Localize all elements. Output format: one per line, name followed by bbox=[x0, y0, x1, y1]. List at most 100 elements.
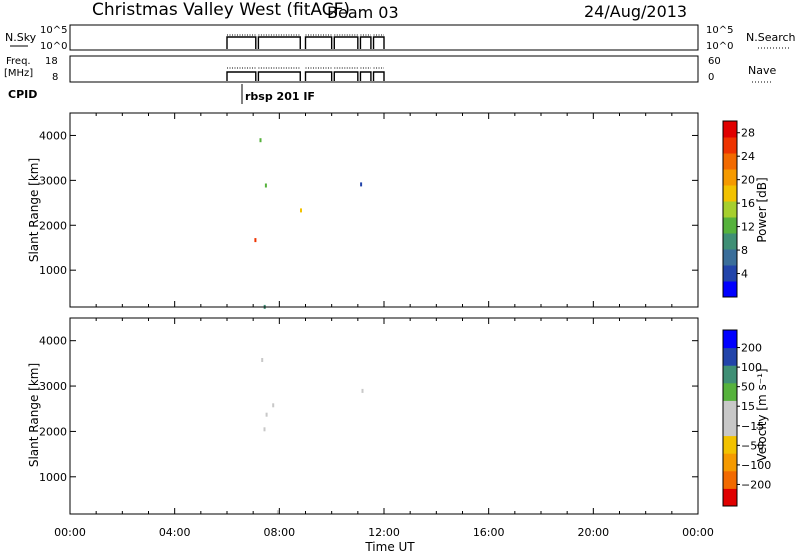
power-panel: 1000 2000 3000 4000 Slant Range [km] 4 8 12 16… bbox=[27, 112, 769, 309]
colorbar-tick-label: −15 bbox=[741, 420, 764, 433]
range-cell bbox=[360, 182, 363, 187]
freq-label-bottom: [MHz] bbox=[4, 68, 33, 79]
x-tick-label: 08:00 bbox=[263, 526, 295, 539]
colorbar-tick-label: −50 bbox=[741, 439, 764, 452]
velocity-ylabel: Slant Range [km] bbox=[27, 363, 41, 467]
nsky-right-tick-top: 10^5 bbox=[706, 25, 733, 36]
freq-segment bbox=[257, 71, 301, 81]
nsky-right-tick-bottom: 10^0 bbox=[706, 41, 733, 52]
colorbar-segment bbox=[723, 435, 737, 454]
y-tick-label: 1000 bbox=[39, 471, 67, 484]
y-tick-label: 4000 bbox=[39, 335, 67, 348]
freq-frame bbox=[69, 55, 699, 83]
freq-tick-top: 18 bbox=[45, 56, 58, 67]
colorbar-tick-label: 16 bbox=[741, 197, 755, 210]
velocity-frame bbox=[69, 317, 699, 515]
y-tick-label: 1000 bbox=[39, 264, 67, 277]
colorbar-segment bbox=[723, 153, 737, 170]
xlabel: Time UT bbox=[364, 540, 415, 554]
nsky-tick-bottom: 10^0 bbox=[40, 41, 67, 52]
range-cell bbox=[263, 427, 266, 432]
colorbar-segment bbox=[723, 330, 737, 349]
nsky-panel: N.Sky 10^5 10^0 10^5 10^0 N.Search bbox=[5, 24, 796, 52]
colorbar-segment bbox=[723, 470, 737, 489]
velocity-colorbar: 200 100 50 15 −15 −50 −100 −200 bbox=[722, 329, 771, 507]
y-tick-label: 2000 bbox=[39, 425, 67, 438]
colorbar-tick-label: 20 bbox=[741, 174, 755, 187]
x-tick-label: 16:00 bbox=[473, 526, 505, 539]
range-cell bbox=[265, 412, 268, 417]
range-cell bbox=[261, 358, 264, 362]
freq-segment bbox=[359, 71, 372, 81]
nsearch-label: N.Search bbox=[746, 31, 796, 44]
colorbar-tick-label: 24 bbox=[741, 150, 755, 163]
colorbar-segment bbox=[723, 365, 737, 384]
colorbar-frame bbox=[722, 120, 738, 298]
freq-panel: Freq. [MHz] 18 8 60 0 Nave bbox=[4, 55, 776, 83]
y-tick-label: 3000 bbox=[39, 174, 67, 187]
colorbar-segment bbox=[723, 169, 737, 186]
beam-label: Beam 03 bbox=[327, 3, 399, 22]
colorbar-tick-label: 12 bbox=[741, 221, 755, 234]
colorbar-segment bbox=[723, 201, 737, 218]
colorbar-segment bbox=[723, 382, 737, 401]
freq-label-top: Freq. bbox=[6, 56, 31, 67]
cpid-program: rbsp 201 IF bbox=[245, 90, 315, 103]
x-tick-label: 00:00 bbox=[682, 526, 714, 539]
nave-label: Nave bbox=[748, 64, 776, 77]
nsky-frame bbox=[69, 24, 699, 51]
nsky-trace bbox=[226, 34, 385, 49]
colorbar-segment bbox=[723, 400, 737, 419]
x-tick-label: 00:00 bbox=[54, 526, 86, 539]
date-label: 24/Aug/2013 bbox=[584, 2, 687, 21]
colorbar-segment bbox=[723, 233, 737, 250]
x-tick-label: 12:00 bbox=[368, 526, 400, 539]
freq-segment bbox=[226, 71, 257, 81]
power-marks bbox=[254, 138, 363, 309]
y-tick-label: 3000 bbox=[39, 380, 67, 393]
range-cell bbox=[276, 510, 279, 515]
colorbar-tick-label: 4 bbox=[741, 268, 748, 281]
colorbar-tick-label: 100 bbox=[741, 361, 762, 374]
cpid-label: CPID bbox=[8, 88, 37, 101]
colorbar-segment bbox=[723, 281, 737, 298]
nsky-segment bbox=[372, 36, 385, 49]
nsky-segment bbox=[359, 36, 372, 49]
colorbar-segment bbox=[723, 217, 737, 234]
colorbar-segment bbox=[723, 249, 737, 266]
y-tick-label: 2000 bbox=[39, 219, 67, 232]
freq-trace bbox=[226, 67, 385, 81]
freq-segment bbox=[333, 71, 359, 81]
range-cell bbox=[272, 403, 275, 408]
freq-segment bbox=[304, 71, 333, 81]
nsky-segment bbox=[333, 36, 359, 49]
range-cell bbox=[259, 138, 262, 143]
nsky-tick-top: 10^5 bbox=[40, 25, 67, 36]
range-cell bbox=[361, 388, 364, 393]
y-tick-label: 4000 bbox=[39, 129, 67, 142]
colorbar-tick-label: 8 bbox=[741, 244, 748, 257]
colorbar-frame bbox=[722, 329, 738, 507]
colorbar-segment bbox=[723, 137, 737, 154]
freq-right-tick-top: 60 bbox=[708, 56, 721, 67]
nsky-segment bbox=[257, 36, 301, 49]
power-colorbar-label: Power [dB] bbox=[755, 177, 769, 242]
range-cell bbox=[300, 208, 302, 213]
range-cell bbox=[264, 183, 267, 188]
power-axes: 1000 2000 3000 4000 bbox=[39, 113, 699, 307]
colorbar-tick-label: −100 bbox=[741, 459, 771, 472]
colorbar-segment bbox=[723, 347, 737, 366]
colorbar-segment bbox=[723, 453, 737, 472]
range-cell bbox=[254, 238, 257, 243]
freq-tick-bottom: 8 bbox=[52, 72, 58, 83]
power-frame bbox=[69, 112, 699, 308]
nsky-label: N.Sky bbox=[5, 31, 37, 44]
colorbar-tick-label: 200 bbox=[741, 342, 762, 355]
colorbar-tick-label: 28 bbox=[741, 127, 755, 140]
colorbar-segment bbox=[723, 121, 737, 138]
nsky-segment bbox=[226, 36, 257, 49]
power-ylabel: Slant Range [km] bbox=[27, 158, 41, 262]
station-title: Christmas Valley West (fitACF) bbox=[92, 0, 350, 20]
freq-right-tick-bottom: 0 bbox=[708, 72, 714, 83]
